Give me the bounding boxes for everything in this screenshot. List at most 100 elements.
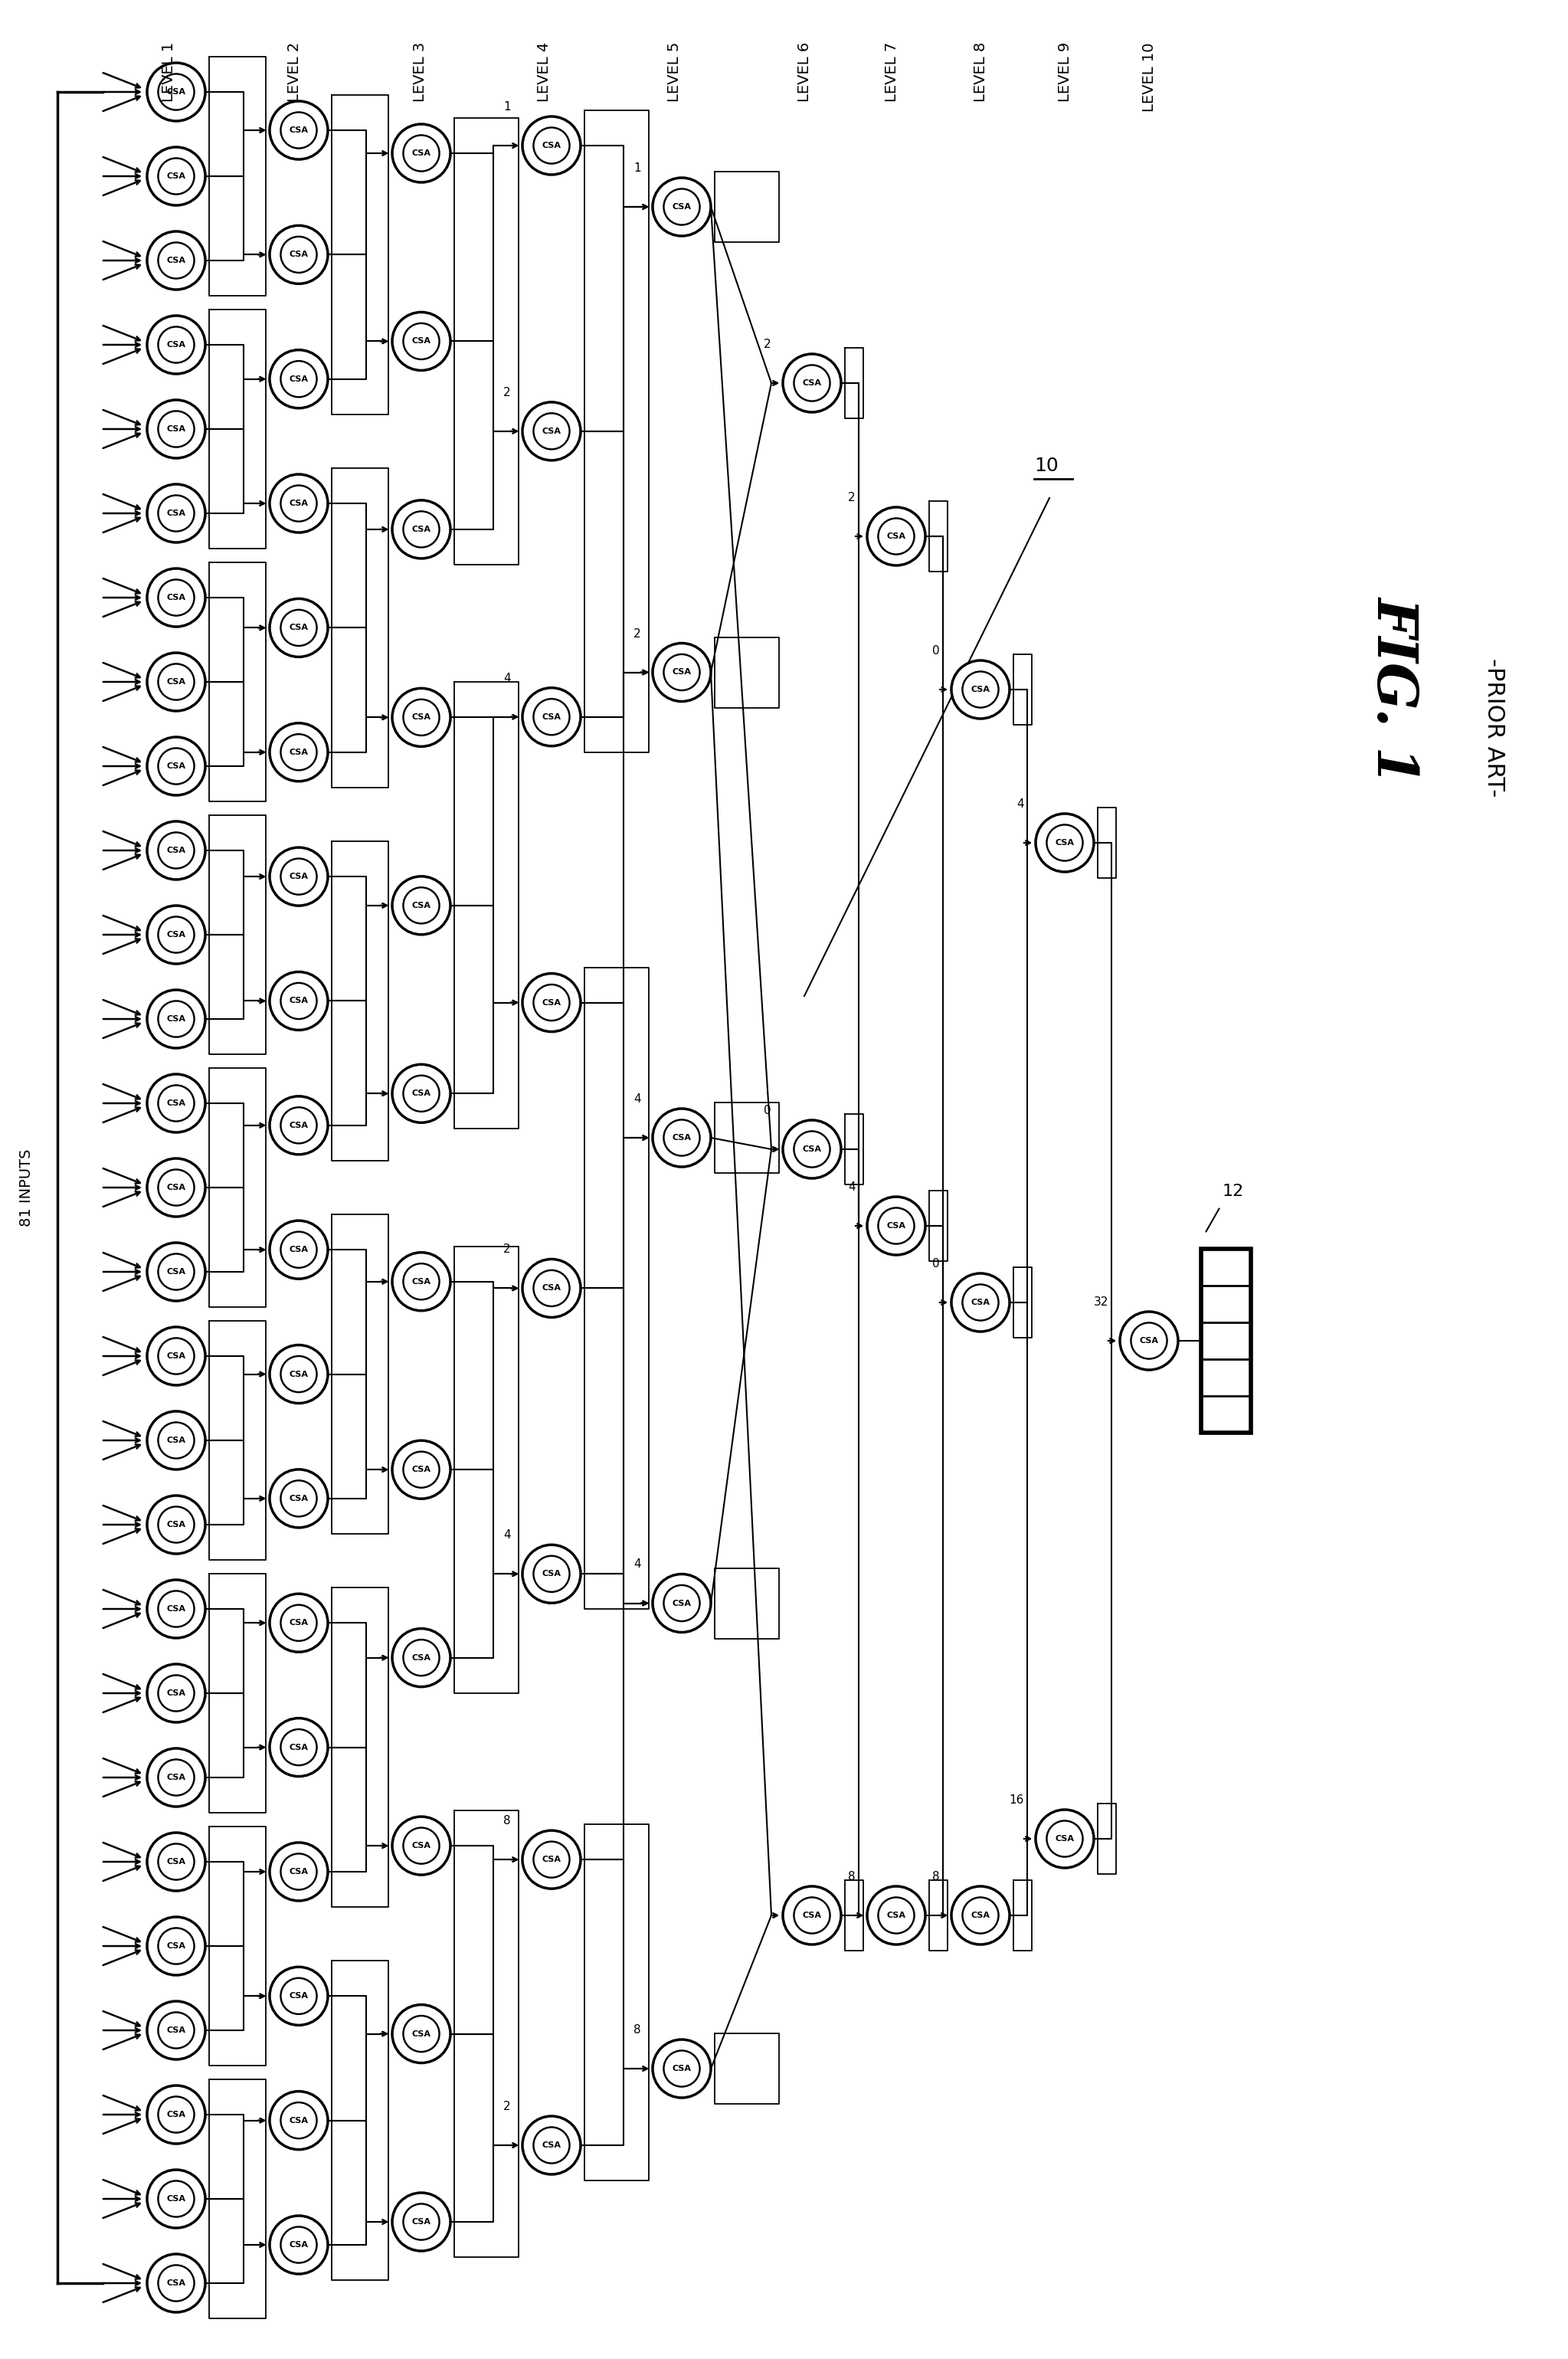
Text: CSA: CSA: [166, 1184, 185, 1191]
Text: 4: 4: [633, 1092, 641, 1104]
Circle shape: [392, 500, 450, 559]
Bar: [1201, 1248, 1251, 1432]
Text: CSA: CSA: [971, 1911, 989, 1920]
Text: CSA: CSA: [166, 342, 185, 349]
Circle shape: [147, 484, 205, 543]
Circle shape: [270, 1097, 328, 1154]
Text: 0: 0: [933, 1257, 939, 1269]
Circle shape: [392, 689, 450, 745]
Circle shape: [270, 972, 328, 1031]
Text: 8: 8: [503, 1814, 511, 1826]
Text: CSA: CSA: [289, 748, 309, 755]
Text: CSA: CSA: [543, 1857, 561, 1864]
Text: 2: 2: [764, 340, 771, 349]
Circle shape: [147, 146, 205, 205]
Text: -PRIOR ART-: -PRIOR ART-: [1483, 658, 1505, 797]
Text: CSA: CSA: [166, 677, 185, 686]
Text: 2: 2: [503, 387, 511, 399]
Text: CSA: CSA: [166, 847, 185, 854]
Circle shape: [1035, 814, 1094, 873]
Text: 4: 4: [503, 672, 511, 684]
Text: LEVEL 3: LEVEL 3: [412, 42, 426, 101]
Text: CSA: CSA: [543, 998, 561, 1007]
Text: CSA: CSA: [543, 1283, 561, 1293]
Text: CSA: CSA: [543, 427, 561, 434]
Circle shape: [392, 1253, 450, 1312]
Circle shape: [1035, 1809, 1094, 1868]
Text: CSA: CSA: [289, 2241, 309, 2248]
Text: CSA: CSA: [289, 1246, 309, 1253]
Text: CSA: CSA: [166, 172, 185, 179]
Circle shape: [147, 991, 205, 1047]
Text: 8: 8: [933, 1871, 939, 1882]
Circle shape: [270, 101, 328, 160]
Text: 16: 16: [1010, 1795, 1024, 1807]
Circle shape: [147, 1581, 205, 1637]
Text: CSA: CSA: [543, 2142, 561, 2149]
Text: CSA: CSA: [412, 337, 431, 344]
Text: CSA: CSA: [971, 1300, 989, 1307]
Text: CSA: CSA: [166, 1437, 185, 1444]
Circle shape: [652, 1573, 710, 1632]
Circle shape: [270, 1842, 328, 1901]
Circle shape: [270, 1220, 328, 1279]
Circle shape: [147, 1411, 205, 1470]
Text: CSA: CSA: [166, 2026, 185, 2033]
Circle shape: [522, 974, 580, 1031]
Text: CSA: CSA: [166, 2194, 185, 2203]
Circle shape: [147, 1158, 205, 1217]
Circle shape: [147, 64, 205, 120]
Text: LEVEL 8: LEVEL 8: [974, 42, 988, 101]
Circle shape: [147, 316, 205, 373]
Circle shape: [867, 1196, 925, 1255]
Text: CSA: CSA: [166, 425, 185, 434]
Text: CSA: CSA: [412, 1465, 431, 1474]
Text: LEVEL 1: LEVEL 1: [162, 42, 176, 101]
Circle shape: [147, 2170, 205, 2227]
Circle shape: [392, 1628, 450, 1687]
Text: CSA: CSA: [412, 901, 431, 908]
Text: CSA: CSA: [289, 998, 309, 1005]
Text: CSA: CSA: [412, 2031, 431, 2038]
Text: CSA: CSA: [166, 1099, 185, 1106]
Circle shape: [270, 599, 328, 656]
Text: LEVEL 7: LEVEL 7: [884, 42, 900, 101]
Circle shape: [147, 2085, 205, 2144]
Text: CSA: CSA: [673, 203, 691, 210]
Text: CSA: CSA: [166, 1859, 185, 1866]
Text: LEVEL 5: LEVEL 5: [666, 42, 682, 101]
Text: CSA: CSA: [166, 1941, 185, 1951]
Circle shape: [1120, 1312, 1178, 1371]
Text: 10: 10: [1035, 458, 1058, 474]
Circle shape: [270, 2215, 328, 2274]
Text: CSA: CSA: [803, 1146, 822, 1154]
Text: CSA: CSA: [166, 1269, 185, 1276]
Circle shape: [652, 1109, 710, 1168]
Circle shape: [147, 736, 205, 795]
Text: CSA: CSA: [412, 149, 431, 158]
Text: CSA: CSA: [803, 380, 822, 387]
Text: CSA: CSA: [543, 712, 561, 722]
Text: CSA: CSA: [166, 257, 185, 264]
Text: CSA: CSA: [289, 1993, 309, 2000]
Text: CSA: CSA: [543, 1571, 561, 1578]
Circle shape: [270, 847, 328, 906]
Circle shape: [270, 474, 328, 533]
Circle shape: [392, 2194, 450, 2250]
Circle shape: [952, 1887, 1010, 1944]
Circle shape: [147, 231, 205, 290]
Circle shape: [270, 1470, 328, 1529]
Text: 2: 2: [503, 1243, 511, 1255]
Circle shape: [147, 906, 205, 965]
Text: 12: 12: [1223, 1184, 1243, 1198]
Text: CSA: CSA: [166, 932, 185, 939]
Text: CSA: CSA: [166, 1014, 185, 1024]
Circle shape: [270, 349, 328, 408]
Text: CSA: CSA: [289, 873, 309, 880]
Text: CSA: CSA: [166, 2111, 185, 2118]
Circle shape: [147, 1243, 205, 1300]
Text: CSA: CSA: [289, 250, 309, 259]
Circle shape: [392, 1441, 450, 1498]
Text: 8: 8: [848, 1871, 856, 1882]
Circle shape: [392, 1816, 450, 1875]
